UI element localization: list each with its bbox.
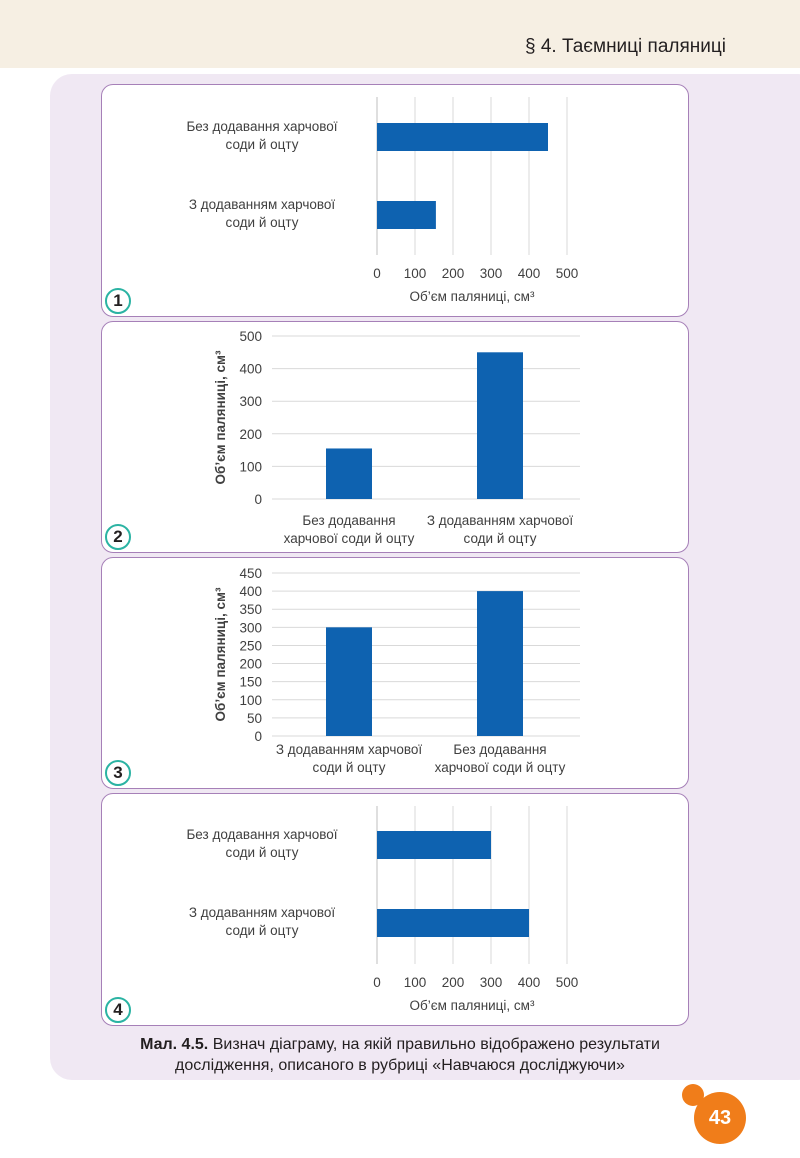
x-tick-label: 0 xyxy=(373,266,381,281)
x-tick-label: 300 xyxy=(480,266,503,281)
y-tick-label: 400 xyxy=(239,362,262,377)
chart-card-4: 0 100 200 300 400 500 Без додавання харчової со… xyxy=(101,793,689,1026)
x-tick-label: 0 xyxy=(373,975,381,990)
page-number: 43 xyxy=(708,1107,732,1129)
y-tick-label: 200 xyxy=(239,427,262,442)
y-tick-label: 0 xyxy=(254,729,262,744)
bar xyxy=(477,352,523,499)
y-tick-label: 400 xyxy=(239,584,262,599)
x-tick-label: 200 xyxy=(442,266,465,281)
chart-number-badge: 2 xyxy=(105,524,131,550)
y-tick-label: 450 xyxy=(239,566,262,581)
category-label: Без додавання харчової xyxy=(186,119,337,134)
y-tick-label: 0 xyxy=(254,492,262,507)
category-label: З додаванням харчової xyxy=(189,905,336,920)
figure-caption: Мал. 4.5. Визнач діаграму, на якій прави… xyxy=(100,1034,700,1076)
bar xyxy=(326,627,372,736)
chart-card-2: 0 100 200 300 400 500 Без додавання харчової со… xyxy=(101,321,689,553)
bar xyxy=(377,123,548,151)
chart-4-svg: 0 100 200 300 400 500 Без додавання харчової со… xyxy=(186,806,579,1013)
y-tick-label: 500 xyxy=(239,329,262,344)
x-tick-label: 400 xyxy=(518,975,541,990)
bar xyxy=(377,909,529,937)
caption-text-line1: Визнач діаграму, на якій правильно відоб… xyxy=(212,1036,660,1053)
category-label: соди й оцту xyxy=(464,531,537,546)
caption-text-line2: дослідження, описаного в рубриці «Навчаю… xyxy=(175,1057,625,1074)
x-tick-label: 100 xyxy=(404,975,427,990)
category-label: Без додавання харчової xyxy=(186,827,337,842)
category-label: З додаванням харчової xyxy=(276,742,423,757)
category-label: Без додавання xyxy=(302,513,395,528)
y-tick-label: 250 xyxy=(239,638,262,653)
chart-card-3: 0 50 100 150 200 250 300 350 400 450 З додаванням … xyxy=(101,557,689,789)
x-axis-label: Об’єм паляниці, см³ xyxy=(410,289,535,304)
page-number-dot xyxy=(682,1084,704,1106)
y-tick-label: 150 xyxy=(239,675,262,690)
bar xyxy=(377,201,436,229)
y-axis-label: Об’єм паляниці, см³ xyxy=(213,350,228,484)
x-tick-label: 500 xyxy=(556,975,579,990)
category-label: харчової соди й оцту xyxy=(435,760,566,775)
category-label: З додаванням харчової xyxy=(427,513,574,528)
x-tick-label: 100 xyxy=(404,266,427,281)
chart-number-badge: 1 xyxy=(105,288,131,314)
category-label: Без додавання xyxy=(453,742,546,757)
bar xyxy=(477,591,523,736)
chart-card-1: 0 100 200 300 400 500 Без додавання харчової со… xyxy=(101,84,689,317)
bar xyxy=(377,831,491,859)
chart-3-svg: 0 50 100 150 200 250 300 350 400 450 З додаванням … xyxy=(213,566,580,775)
chart-2-svg: 0 100 200 300 400 500 Без додавання харчової со… xyxy=(213,329,580,546)
chart-number-badge: 4 xyxy=(105,997,131,1023)
x-tick-label: 300 xyxy=(480,975,503,990)
y-tick-label: 200 xyxy=(239,657,262,672)
header-band xyxy=(0,0,800,68)
caption-label: Мал. 4.5. xyxy=(140,1036,209,1053)
x-tick-label: 400 xyxy=(518,266,541,281)
y-axis-label: Об’єм паляниці, см³ xyxy=(213,587,228,721)
y-tick-label: 300 xyxy=(239,620,262,635)
category-label: З додаванням харчової xyxy=(189,197,336,212)
y-tick-label: 50 xyxy=(247,711,262,726)
chart-number-badge: 3 xyxy=(105,760,131,786)
chart-1-svg: 0 100 200 300 400 500 Без додавання харчової со… xyxy=(186,97,579,304)
x-axis-label: Об’єм паляниці, см³ xyxy=(410,998,535,1013)
y-tick-label: 100 xyxy=(239,459,262,474)
category-label: соди й оцту xyxy=(226,845,299,860)
y-tick-label: 100 xyxy=(239,693,262,708)
category-label: соди й оцту xyxy=(226,923,299,938)
page-number-circle xyxy=(694,1092,746,1144)
category-label: соди й оцту xyxy=(226,215,299,230)
category-label: харчової соди й оцту xyxy=(284,531,415,546)
x-tick-label: 200 xyxy=(442,975,465,990)
category-label: соди й оцту xyxy=(313,760,386,775)
x-tick-label: 500 xyxy=(556,266,579,281)
y-tick-label: 350 xyxy=(239,602,262,617)
bar xyxy=(326,448,372,499)
section-title: § 4. Таємниці паляниці xyxy=(525,36,726,57)
y-tick-label: 300 xyxy=(239,394,262,409)
category-label: соди й оцту xyxy=(226,137,299,152)
